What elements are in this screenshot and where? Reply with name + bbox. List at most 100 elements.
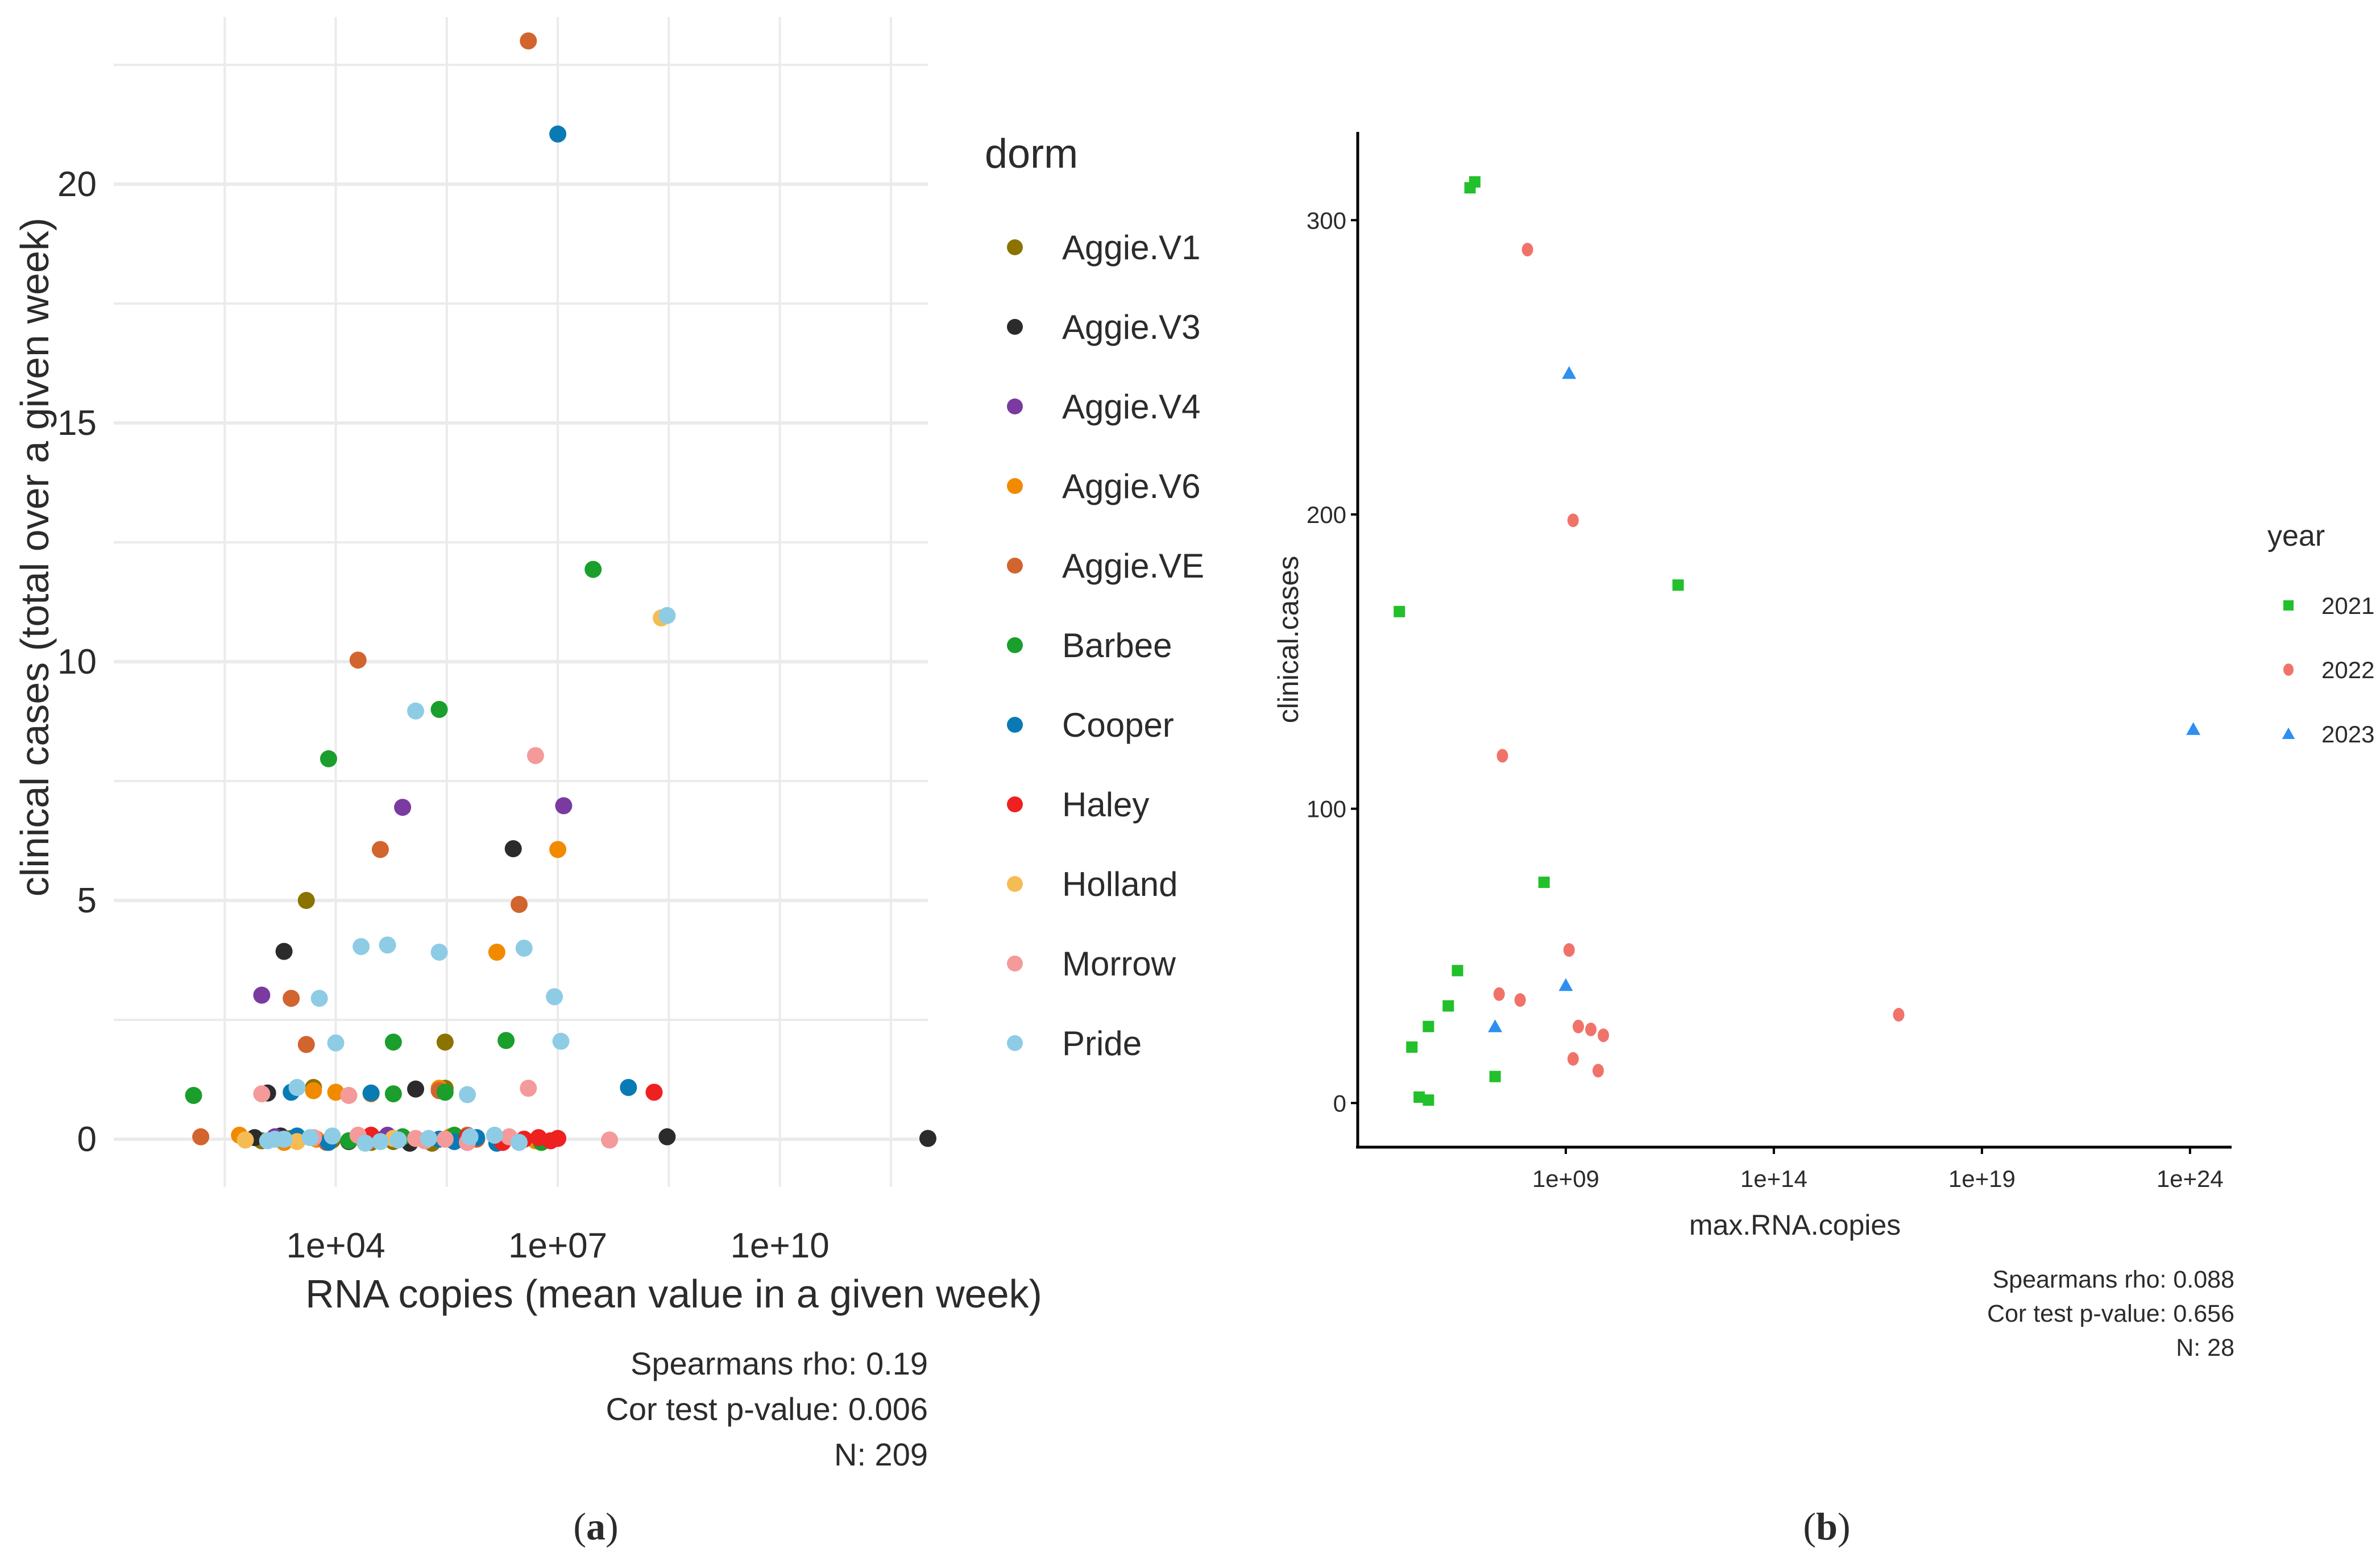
panel-a-x-tick-label: 1e+07 [508,1226,607,1265]
panel-b-y-axis-label: clinical.cases [1272,556,1304,724]
panel-a-legend-label: Aggie.V1 [1062,229,1201,267]
panel-a-point-aggie-v3 [919,1130,936,1147]
panel-a-point-barbee [584,561,602,578]
panel-a-legend: Aggie.V1 Aggie.V3 Aggie.V4 Aggie.V6 Aggie.VE… [1007,229,1204,1062]
panel-b-y-tick-label: 200 [1307,501,1346,528]
panel-b-point-2022 [1567,1052,1579,1066]
panel-a-point-pride [371,1133,389,1151]
svg-text:(b): (b) [1803,1505,1850,1548]
panel-a-point-aggie-v4 [555,797,573,815]
panel-a-point-aggie-ve [349,651,367,669]
panel-a-point-haley [645,1083,663,1101]
panel-a-legend-key-barbee [1007,637,1023,653]
panel-a-stat-pvalue: Cor test p-value: 0.006 [606,1391,928,1427]
panel-a-stat-spearman: Spearmans rho: 0.19 [631,1346,928,1381]
panel-b-x-tick-label: 1e+09 [1532,1165,1599,1192]
panel-b-point-2021 [1452,965,1463,977]
panel-a-point-pride [511,1134,528,1151]
panel-b-x-tick-labels: 1e+09 1e+14 1e+19 1e+24 [1532,1165,2224,1192]
panel-b-y-tick-labels: 0 100 200 300 [1307,207,1346,1116]
panel-a-point-pride [420,1130,437,1147]
panel-a-legend-key-aggie-v3 [1007,319,1023,335]
panel-b-x-axis-label: max.RNA.copies [1689,1209,1901,1241]
panel-a-points [185,32,936,1152]
panel-a-point-barbee [320,750,337,767]
panel-a-point-holland [288,1133,306,1151]
panel-a-point-pride [658,607,676,624]
panel-b-y-tick-label: 300 [1307,207,1346,234]
panel-a-point-pride [275,1131,293,1148]
panel-b-chart: 1e+09 1e+14 1e+19 1e+24 0 100 200 300 max.RNA.… [1272,132,2374,1361]
panel-a-y-axis-label: clinical cases (total over a given week) [13,218,57,896]
panel-b-legend-title: year [2267,520,2325,553]
panel-b-y-tick-label: 100 [1307,796,1346,823]
panel-b-stat-n: N: 28 [2176,1334,2234,1361]
panel-a-point-aggie-v4 [394,799,412,816]
panel-b-legend-key-2022 [2283,663,2294,676]
panel-b-x-tick-label: 1e+14 [1740,1165,1807,1192]
panel-a-point-pride [461,1128,479,1145]
panel-a-legend-key-morrow [1007,956,1023,972]
panel-b-point-2022 [1493,987,1505,1001]
panel-b-legend-label: 2021 [2321,592,2374,619]
panel-b-point-2021 [1538,877,1550,889]
panel-a-point-pride [356,1135,374,1152]
panel-b-legend-key-2023 [2282,727,2295,739]
panel-a-point-barbee [384,1085,402,1103]
panel-a-point-cooper [362,1084,380,1102]
panel-a-point-pride [327,1034,345,1052]
svg-text:(a): (a) [573,1505,618,1548]
panel-a-x-axis-label: RNA copies (mean value in a given week) [305,1272,1042,1316]
panel-b-stats: Spearmans rho: 0.088 Cor test p-value: 0… [1987,1266,2234,1361]
panel-a-stat-n: N: 209 [834,1437,928,1472]
panel-a-point-pride [552,1032,570,1050]
panel-a-point-aggie-v3 [504,840,522,857]
panel-a-point-pride [259,1132,276,1149]
panel-a-point-aggie-ve [283,990,300,1007]
panel-a-point-aggie-ve [520,32,537,49]
panel-a-legend-key-cooper [1007,717,1023,733]
panel-b-legend-label: 2023 [2321,721,2374,748]
panel-a-point-barbee [430,701,448,718]
panel-a-point-aggie-v6 [549,841,567,858]
panel-a-point-morrow [526,747,544,765]
panel-a-point-barbee [185,1087,202,1104]
panel-a-legend-label: Aggie.V3 [1062,308,1201,346]
panel-a-point-pride [407,702,425,720]
panel-b-point-2022 [1585,1022,1597,1036]
panel-b-legend-key-2021 [2283,600,2294,611]
panel-a-point-barbee [436,1083,454,1101]
panel-b-point-2022 [1521,243,1533,257]
panel-b-y-tick-label: 0 [1333,1090,1346,1116]
panel-b-point-2023 [1562,366,1577,379]
panel-a-point-aggie-v4 [253,986,271,1004]
panel-a-point-haley [530,1129,548,1147]
panel-a-x-tick-label: 1e+10 [731,1226,830,1265]
panel-a-point-aggie-v1 [297,892,315,909]
panel-a-legend-label: Barbee [1062,626,1172,665]
panel-a-legend-key-holland [1007,876,1023,892]
panel-b-point-2023 [1488,1019,1503,1032]
panel-a-legend-key-aggie-v4 [1007,398,1023,414]
panel-a-point-morrow [601,1131,619,1149]
panel-b-points [1394,176,2201,1106]
panel-a-y-tick-labels: 0 5 10 15 20 [57,165,97,1159]
panel-a-point-pride [546,988,563,1006]
panel-b-point-2021 [1489,1070,1501,1082]
panel-b-x-tick-label: 1e+24 [2157,1165,2224,1192]
panel-a-legend-label: Haley [1062,786,1149,824]
panel-a-y-tick-label: 5 [77,881,97,920]
panel-a-point-pride [459,1086,476,1103]
panel-b-stat-spearman: Spearmans rho: 0.088 [1993,1266,2235,1293]
panel-a-legend-key-pride [1007,1035,1023,1051]
panel-a-point-barbee [384,1033,402,1051]
panel-a-legend-label: Aggie.V4 [1062,388,1201,426]
panel-a-legend-key-haley [1007,796,1023,812]
panel-a-point-pride [515,940,533,957]
panel-a-point-holland [237,1131,254,1149]
panel-b-point-2022 [1563,943,1575,957]
panel-a-stats: Spearmans rho: 0.19 Cor test p-value: 0.… [606,1346,928,1472]
panel-a-legend-label: Aggie.VE [1062,547,1204,585]
panel-a-x-tick-labels: 1e+04 1e+07 1e+10 [286,1226,829,1265]
panel-b-point-2022 [1592,1064,1604,1078]
